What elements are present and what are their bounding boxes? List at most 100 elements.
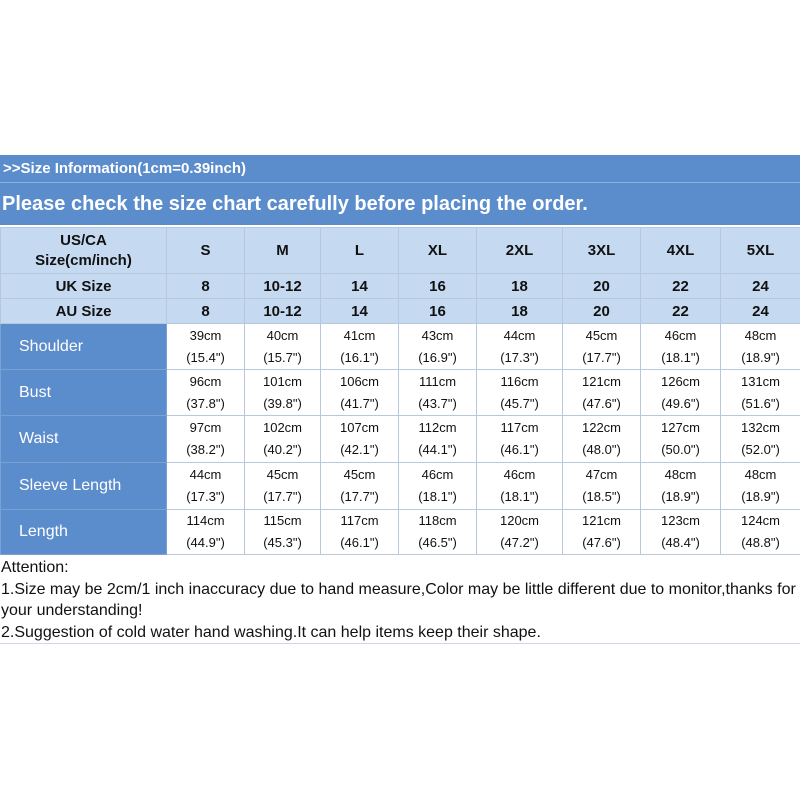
cm-value: 114cm: [186, 513, 225, 528]
measure-cell: 39cm (15.4"): [166, 323, 245, 370]
measure-cell: 40cm (15.7"): [244, 323, 321, 370]
au-size-cell: 10-12: [244, 298, 321, 324]
uk-size-cell: 22: [640, 273, 721, 299]
measure-row: Length 114cm (44.9") 115cm (45.3") 117cm (46.1…: [0, 509, 800, 555]
inch-value: (44.9"): [186, 535, 225, 550]
measure-label: Bust: [0, 369, 167, 416]
inch-value: (40.2"): [263, 442, 302, 457]
size-chart: >>Size Information(1cm=0.39inch) Please …: [0, 155, 800, 644]
measure-cell: 124cm (48.8"): [720, 509, 800, 555]
inch-value: (47.2"): [500, 535, 539, 550]
size-header-cell: S: [166, 227, 245, 274]
size-info-banner: >>Size Information(1cm=0.39inch): [0, 155, 800, 183]
measure-cell: 111cm (43.7"): [398, 369, 477, 416]
inch-value: (46.1"): [500, 442, 539, 457]
au-size-row: AU Size 8 10-12 14 16 18 20 22 24: [0, 298, 800, 324]
measure-cell: 46cm (18.1"): [398, 462, 477, 510]
measure-cell: 44cm (17.3"): [166, 462, 245, 510]
measure-cell: 122cm (48.0"): [562, 415, 641, 463]
us-ca-label: US/CA: [60, 231, 107, 249]
cm-value: 44cm: [189, 467, 222, 482]
cm-value: 39cm: [189, 327, 222, 343]
inch-value: (50.0"): [661, 442, 700, 457]
measure-cell: 97cm (38.2"): [166, 415, 245, 463]
uk-size-cell: 10-12: [244, 273, 321, 299]
cm-value: 124cm: [740, 513, 781, 528]
measure-cell: 115cm (45.3"): [244, 509, 321, 555]
measure-cell: 45cm (17.7"): [562, 323, 641, 370]
cm-value: 47cm: [585, 467, 618, 482]
inch-value: (45.3"): [263, 535, 302, 550]
inch-value: (38.2"): [186, 442, 225, 457]
au-size-cell: 18: [476, 298, 563, 324]
measure-label: Waist: [0, 415, 167, 463]
inch-value: (15.7"): [263, 349, 302, 365]
measure-cell: 116cm (45.7"): [476, 369, 563, 416]
cm-value: 126cm: [660, 373, 701, 389]
measure-row: Bust 96cm (37.8") 101cm (39.8") 106cm (41.7") 1…: [0, 369, 800, 416]
size-table: US/CA Size(cm/inch) S M L XL 2XL 3XL 4XL 5XL UK…: [0, 227, 800, 555]
cm-value: 106cm: [339, 373, 380, 389]
cm-value: 111cm: [418, 373, 457, 389]
inch-value: (42.1"): [340, 442, 379, 457]
inch-value: (16.1"): [340, 349, 379, 365]
measure-cell: 120cm (47.2"): [476, 509, 563, 555]
measure-row: Shoulder 39cm (15.4") 40cm (15.7") 41cm (16.1"…: [0, 323, 800, 370]
size-header-cell: 3XL: [562, 227, 641, 274]
cm-value: 121cm: [581, 373, 622, 389]
cm-value: 117cm: [340, 513, 379, 528]
inch-value: (16.9"): [418, 349, 457, 365]
cm-value: 120cm: [499, 513, 540, 528]
cm-value: 116cm: [500, 373, 539, 389]
inch-value: (17.7"): [263, 489, 302, 504]
uk-size-cell: 24: [720, 273, 800, 299]
uk-size-row: UK Size 8 10-12 14 16 18 20 22 24: [0, 273, 800, 299]
cm-value: 46cm: [664, 327, 697, 343]
cm-value: 123cm: [660, 513, 701, 528]
inch-value: (17.3"): [500, 349, 539, 365]
cm-value: 46cm: [503, 467, 536, 482]
inch-value: (17.7"): [340, 489, 379, 504]
inch-value: (18.9"): [661, 489, 700, 504]
measure-cell: 41cm (16.1"): [320, 323, 399, 370]
measure-cell: 121cm (47.6"): [562, 369, 641, 416]
au-size-cell: 8: [166, 298, 245, 324]
cm-value: 97cm: [189, 420, 222, 435]
attention-line-2: 2.Suggestion of cold water hand washing.…: [1, 623, 541, 641]
cm-value: 101cm: [262, 373, 303, 389]
measure-label: Shoulder: [0, 323, 167, 370]
cm-value: 45cm: [585, 327, 618, 343]
uk-size-cell: 20: [562, 273, 641, 299]
cm-value: 122cm: [581, 420, 622, 435]
cm-value: 46cm: [421, 467, 454, 482]
cm-value: 132cm: [740, 420, 781, 435]
measure-cell: 117cm (46.1"): [476, 415, 563, 463]
cm-value: 48cm: [664, 467, 697, 482]
cm-value: 118cm: [418, 513, 457, 528]
measure-cell: 132cm (52.0"): [720, 415, 800, 463]
measure-cell: 46cm (18.1"): [640, 323, 721, 370]
inch-value: (49.6"): [661, 395, 700, 411]
inch-value: (17.3"): [186, 489, 225, 504]
cm-value: 43cm: [421, 327, 454, 343]
cm-value: 96cm: [189, 373, 222, 389]
inch-value: (18.1"): [661, 349, 700, 365]
cm-value: 48cm: [744, 327, 777, 343]
corner-header: US/CA Size(cm/inch): [0, 227, 167, 274]
measure-cell: 114cm (44.9"): [166, 509, 245, 555]
uk-size-cell: 16: [398, 273, 477, 299]
inch-value: (46.1"): [340, 535, 379, 550]
uk-size-cell: 14: [320, 273, 399, 299]
measure-cell: 118cm (46.5"): [398, 509, 477, 555]
inch-value: (39.8"): [263, 395, 302, 411]
cm-value: 45cm: [343, 467, 376, 482]
cm-value: 102cm: [262, 420, 303, 435]
measure-cell: 44cm (17.3"): [476, 323, 563, 370]
measure-label: Sleeve Length: [0, 462, 167, 510]
measure-cell: 112cm (44.1"): [398, 415, 477, 463]
uk-size-cell: 8: [166, 273, 245, 299]
measure-cell: 45cm (17.7"): [320, 462, 399, 510]
au-size-cell: 24: [720, 298, 800, 324]
attention-notes: Attention: 1.Size may be 2cm/1 inch inac…: [0, 555, 800, 644]
measure-cell: 48cm (18.9"): [640, 462, 721, 510]
